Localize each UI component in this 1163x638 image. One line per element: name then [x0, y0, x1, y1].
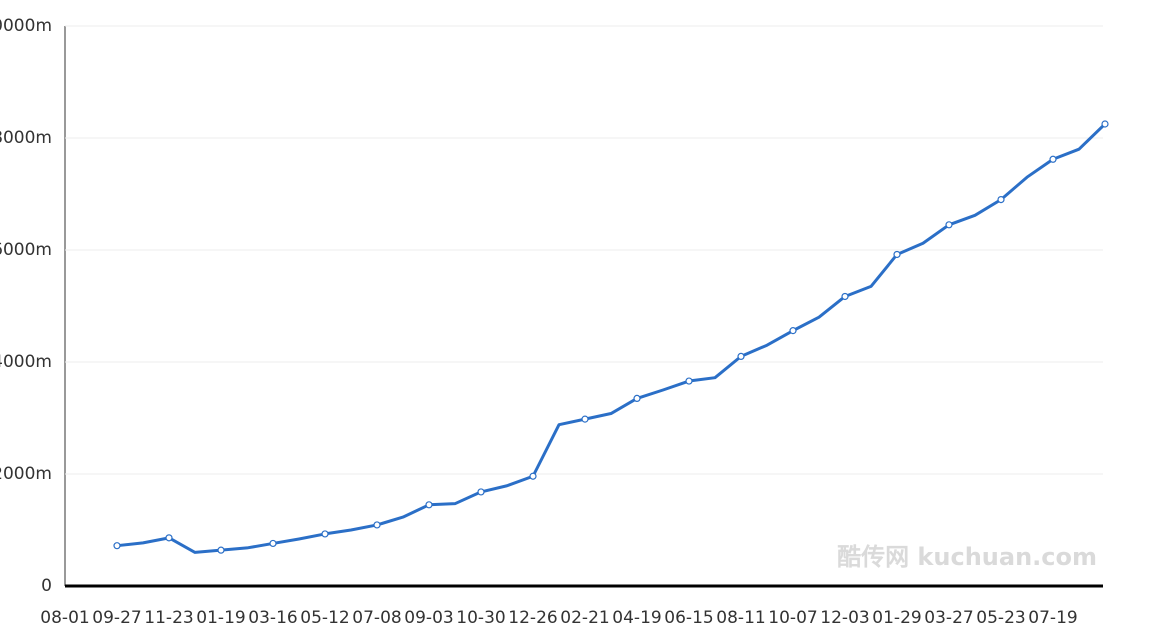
y-tick-label: 0: [41, 576, 52, 596]
x-tick-label: 09-27: [92, 608, 141, 628]
point-marker: [633, 394, 641, 402]
point-marker: [425, 501, 433, 509]
x-tick-label: 08-01: [40, 608, 89, 628]
x-tick-label: 07-08: [352, 608, 401, 628]
point-marker: [789, 327, 797, 335]
x-tick-label: 02-21: [560, 608, 609, 628]
point-marker: [1049, 155, 1057, 163]
y-tick-label: 10000m: [0, 16, 52, 36]
x-tick-label: 05-12: [300, 608, 349, 628]
point-marker: [165, 534, 173, 542]
point-marker: [477, 488, 485, 496]
x-tick-label: 03-27: [924, 608, 973, 628]
point-marker: [841, 292, 849, 301]
x-tick-label: 10-30: [456, 608, 505, 628]
x-tick-label: 05-23: [976, 608, 1025, 628]
point-marker: [529, 472, 537, 480]
x-tick-label: 06-15: [664, 608, 713, 628]
data-line: [116, 122, 1107, 554]
watermark: 酷传网 kuchuan.com: [837, 543, 1097, 571]
y-tick-label: 2000m: [0, 464, 52, 484]
point-marker: [945, 221, 953, 229]
y-tick-label: 4000m: [0, 352, 52, 372]
x-tick-label: 12-26: [508, 608, 557, 628]
point-marker: [581, 415, 589, 423]
point-marker: [893, 250, 901, 259]
x-tick-label: 07-19: [1028, 608, 1077, 628]
point-marker: [321, 530, 329, 538]
point-marker: [373, 521, 381, 529]
y-tick-label: 8000m: [0, 128, 52, 148]
x-tick-label: 12-03: [820, 608, 869, 628]
x-tick-label: 09-03: [404, 608, 453, 628]
x-tick-label: 03-16: [248, 608, 297, 628]
x-tick-label: 10-07: [768, 608, 817, 628]
x-tick-label: 01-19: [196, 608, 245, 628]
x-tick-label: 04-19: [612, 608, 661, 628]
x-tick-label: 11-23: [144, 608, 193, 628]
point-marker: [113, 542, 121, 550]
y-tick-label: 6000m: [0, 240, 52, 260]
x-tick-label: 01-29: [872, 608, 921, 628]
x-tick-label: 08-11: [716, 608, 765, 628]
point-marker: [685, 377, 693, 385]
point-marker: [997, 196, 1005, 204]
point-marker: [217, 546, 225, 554]
point-marker: [269, 539, 277, 548]
point-marker: [737, 352, 745, 360]
point-marker: [1101, 120, 1109, 128]
